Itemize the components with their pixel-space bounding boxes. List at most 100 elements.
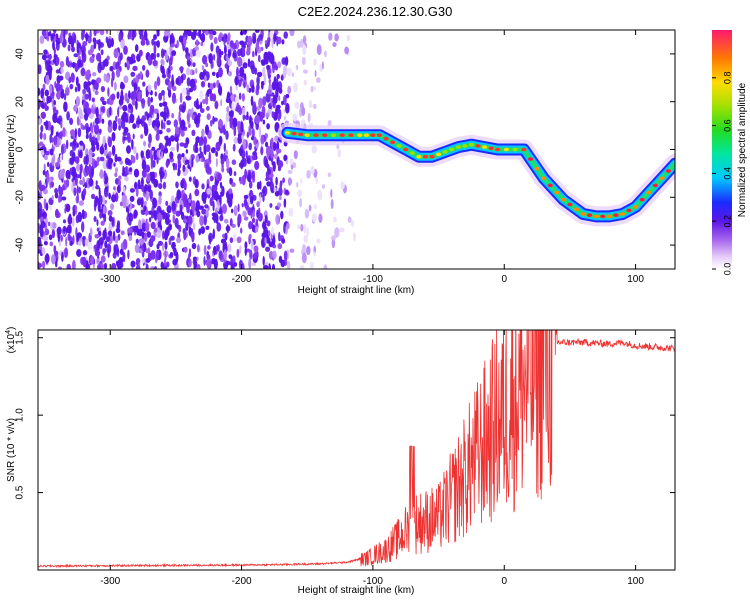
noise-speckle — [313, 103, 317, 110]
noise-speckle — [85, 32, 88, 42]
noise-speckle — [304, 208, 309, 219]
noise-speckle — [163, 111, 167, 122]
noise-speckle — [93, 244, 97, 250]
noise-speckle — [258, 97, 263, 109]
noise-speckle — [150, 96, 153, 103]
noise-speckle — [188, 248, 192, 258]
ridge-bead — [330, 133, 337, 137]
noise-speckle — [269, 53, 275, 65]
noise-speckle — [273, 187, 277, 193]
noise-speckle — [318, 213, 323, 223]
noise-speckle — [101, 213, 106, 219]
noise-speckle — [223, 249, 227, 261]
noise-speckle — [72, 235, 75, 245]
noise-speckle — [309, 261, 314, 269]
noise-speckle — [232, 143, 236, 152]
noise-speckle — [154, 125, 157, 131]
ridge-bead — [488, 146, 494, 151]
noise-speckle — [162, 181, 167, 190]
noise-speckle — [145, 248, 148, 254]
noise-speckle — [104, 176, 108, 185]
noise-speckle — [189, 78, 196, 89]
noise-speckle — [109, 66, 114, 72]
ridge-bead — [313, 133, 319, 137]
ridge-bead — [580, 212, 586, 216]
noise-speckle — [56, 118, 61, 124]
noise-speckle — [93, 30, 97, 36]
noise-speckle — [154, 80, 158, 91]
snr-y-label: SNR (10 * v/v) — [6, 418, 17, 482]
noise-speckle — [103, 146, 108, 157]
noise-speckle — [231, 208, 234, 214]
noise-speckle — [195, 49, 201, 58]
noise-speckle — [82, 236, 86, 247]
noise-speckle — [50, 33, 54, 41]
noise-speckle — [241, 203, 244, 208]
noise-speckle — [187, 215, 193, 225]
noise-speckle — [129, 188, 135, 193]
noise-speckle — [259, 180, 262, 190]
noise-speckle — [220, 158, 225, 165]
noise-speckle — [175, 210, 181, 217]
noise-speckle — [79, 149, 83, 159]
noise-speckle — [74, 128, 77, 139]
noise-speckle — [133, 225, 138, 232]
noise-speckle — [80, 123, 83, 130]
noise-speckle — [236, 236, 242, 244]
noise-speckle — [168, 237, 172, 246]
noise-speckle — [241, 134, 244, 140]
noise-speckle — [123, 45, 128, 55]
noise-speckle — [96, 156, 101, 163]
noise-speckle — [194, 116, 199, 125]
noise-speckle — [96, 52, 102, 62]
noise-speckle — [353, 232, 356, 242]
noise-speckle — [47, 31, 51, 37]
noise-speckle — [94, 124, 100, 135]
page-title: C2E2.2024.236.12.30.G30 — [297, 4, 453, 19]
noise-speckle — [205, 162, 210, 174]
noise-speckle — [118, 98, 124, 106]
noise-speckle — [195, 155, 199, 163]
noise-speckle — [179, 204, 183, 210]
noise-speckle — [205, 144, 211, 152]
noise-speckle — [129, 195, 135, 202]
noise-speckle — [231, 159, 237, 165]
noise-speckle — [196, 264, 201, 269]
ridge-bead — [442, 150, 448, 154]
snr-panel: -300 -200 -100 0 100 0.5 1.0 1.5 Height of str… — [5, 327, 676, 596]
noise-speckle — [141, 177, 144, 187]
noise-speckle — [119, 201, 124, 207]
noise-speckle — [252, 151, 257, 156]
noise-speckle — [119, 30, 123, 34]
noise-speckle — [173, 119, 178, 128]
noise-speckle — [303, 79, 307, 86]
ridge-bead — [383, 136, 389, 141]
ridge-bead — [626, 208, 632, 213]
noise-speckle — [195, 104, 201, 110]
noise-speckle — [101, 118, 105, 124]
noise-speckle — [39, 227, 44, 238]
noise-speckle — [156, 126, 160, 136]
noise-speckle — [201, 65, 205, 71]
noise-speckle — [153, 149, 157, 161]
noise-speckle — [234, 75, 239, 86]
noise-speckle — [221, 167, 225, 173]
noise-speckle — [266, 220, 271, 227]
noise-speckle — [143, 205, 147, 212]
noise-speckle — [248, 221, 253, 230]
noise-speckle — [55, 131, 59, 137]
noise-speckle — [297, 40, 301, 49]
noise-speckle — [203, 141, 206, 147]
noise-speckle — [140, 99, 146, 104]
noise-speckle — [224, 44, 227, 55]
x-tick-label: -300 — [100, 576, 120, 587]
noise-speckle — [113, 246, 117, 255]
noise-speckle — [116, 156, 122, 162]
noise-speckle — [200, 108, 205, 113]
noise-speckle — [265, 112, 270, 118]
noise-speckle — [60, 120, 63, 129]
ridge-bead — [560, 197, 567, 202]
noise-speckle — [137, 91, 142, 102]
noise-speckle — [245, 204, 250, 210]
noise-speckle — [205, 62, 209, 68]
